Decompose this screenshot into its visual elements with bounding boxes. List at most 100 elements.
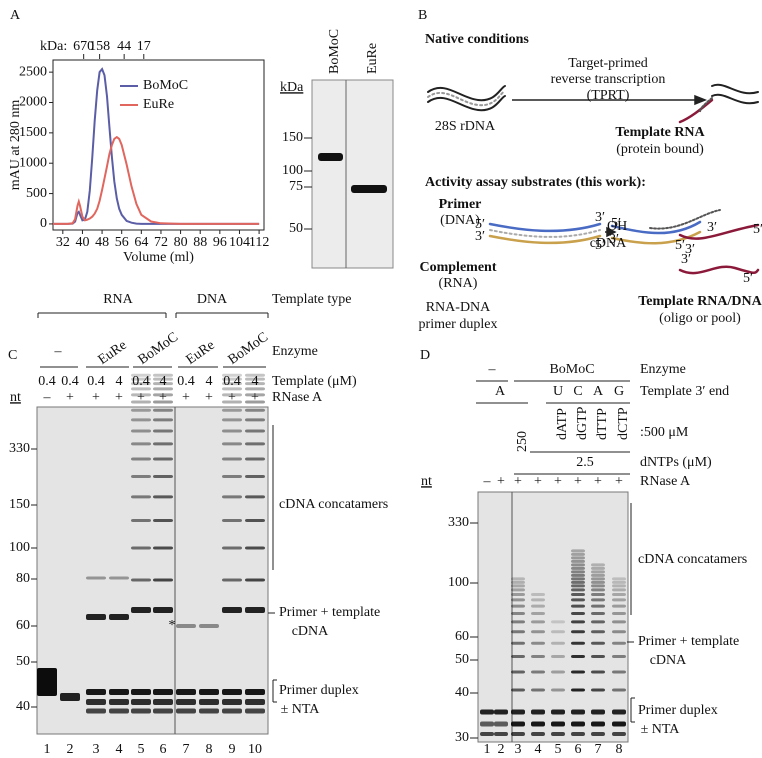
band — [245, 400, 265, 404]
primer-label: Primer — [439, 197, 482, 212]
band — [131, 699, 151, 705]
band — [511, 593, 525, 597]
end-label: 5′ — [595, 238, 605, 253]
band — [511, 598, 525, 602]
band — [571, 566, 585, 570]
cdna-label: cDNA — [590, 236, 627, 251]
marker-label: 330 — [9, 441, 30, 456]
end-label: 3′ — [475, 229, 485, 244]
annotation: cDNA — [292, 624, 329, 639]
band — [591, 732, 605, 736]
band — [571, 588, 585, 592]
lane-number: 5 — [138, 742, 145, 757]
rnase-label: + — [574, 474, 582, 489]
top-tick-label: 158 — [89, 39, 110, 54]
process-label: reverse transcription — [551, 72, 666, 87]
band — [612, 732, 626, 736]
band — [480, 732, 494, 736]
rnase-label: + — [514, 474, 522, 489]
band — [245, 373, 265, 377]
rnase-label: + — [92, 390, 100, 405]
x-axis-label: Volume (ml) — [123, 250, 194, 265]
lane-label: BoMoC — [327, 29, 342, 74]
row-label: Template (μM) — [272, 374, 357, 389]
band — [591, 580, 605, 584]
row-label: RNase A — [640, 474, 691, 489]
band — [591, 655, 605, 659]
dntp-conc: 2.5 — [576, 455, 594, 470]
band — [531, 655, 545, 659]
band — [222, 607, 242, 613]
annotation: ± NTA — [641, 722, 681, 737]
band — [222, 387, 242, 391]
band — [511, 709, 525, 715]
band — [245, 607, 265, 613]
x-tick-label: 32 — [56, 235, 70, 250]
band — [531, 641, 545, 645]
marker-label: 30 — [455, 730, 469, 745]
band — [551, 620, 565, 624]
x-tick-label: 104 — [229, 235, 250, 250]
band — [612, 620, 626, 624]
x-tick-label: 112 — [249, 235, 269, 250]
marker-label: 75 — [289, 179, 303, 194]
band — [571, 559, 585, 563]
marker-label: 50 — [455, 652, 469, 667]
band — [612, 655, 626, 659]
band — [591, 688, 605, 692]
band — [222, 382, 242, 386]
size-unit: nt — [421, 474, 432, 489]
band — [109, 689, 129, 695]
conc-label: 0.4 — [177, 374, 195, 389]
band — [131, 518, 151, 522]
band — [222, 408, 242, 412]
band — [222, 699, 242, 705]
band — [511, 588, 525, 592]
lane-number: 2 — [498, 742, 505, 757]
band — [245, 382, 265, 386]
band — [153, 457, 173, 461]
band — [571, 549, 585, 553]
y-tick-label: 500 — [26, 186, 47, 201]
band — [222, 578, 242, 582]
band — [245, 518, 265, 522]
complement-label: (RNA) — [439, 276, 478, 291]
band — [131, 578, 151, 582]
band — [571, 584, 585, 588]
marker-label: 50 — [289, 221, 303, 236]
band — [245, 457, 265, 461]
band — [591, 584, 605, 588]
band — [245, 689, 265, 695]
band — [591, 620, 605, 624]
row-label: Enzyme — [272, 344, 318, 359]
lane-number: 6 — [575, 742, 582, 757]
template-note: (oligo or pool) — [659, 311, 741, 326]
band — [222, 377, 242, 381]
annotation: cDNA concatamers — [279, 497, 388, 512]
band — [612, 641, 626, 645]
x-tick-label: 88 — [193, 235, 207, 250]
annotation: Primer + template — [638, 634, 739, 649]
lane-number: 1 — [44, 742, 51, 757]
band — [531, 604, 545, 608]
band — [131, 373, 151, 377]
band — [109, 614, 129, 620]
enzyme-label: EuRe — [184, 338, 218, 368]
enzyme-label: EuRe — [96, 338, 130, 368]
band — [222, 442, 242, 446]
conc-label: 0.4 — [87, 374, 105, 389]
band — [131, 689, 151, 695]
row-label: Template 3′ end — [640, 384, 729, 399]
end-label: 3′ — [609, 232, 619, 247]
rnase-label: + — [205, 390, 213, 405]
band — [131, 400, 151, 404]
band — [612, 604, 626, 608]
band — [131, 546, 151, 550]
arrows — [512, 94, 708, 238]
band — [571, 721, 585, 727]
marker-label: 100 — [448, 575, 469, 590]
gel — [311, 79, 394, 269]
lane-number: 7 — [183, 742, 190, 757]
x-tick-label: 40 — [75, 235, 89, 250]
band — [591, 563, 605, 567]
